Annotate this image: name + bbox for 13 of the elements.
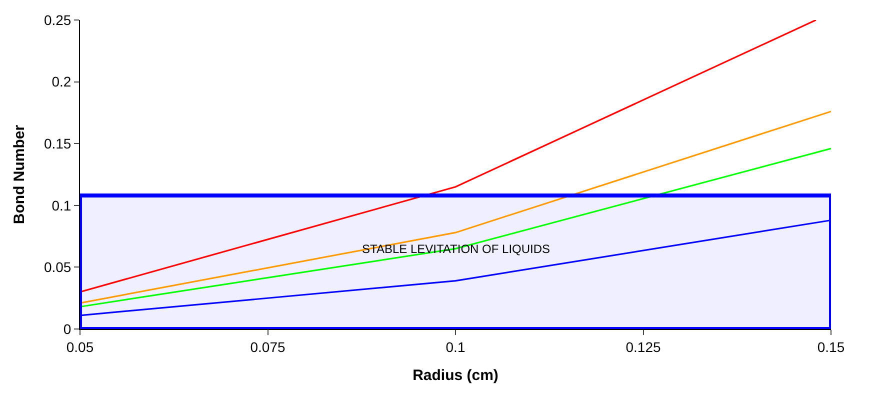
x-tick-label: 0.125 xyxy=(626,338,661,355)
y-tick-label: 0.1 xyxy=(52,197,72,214)
y-tick-label: 0 xyxy=(63,320,72,337)
x-tick-label: 0.15 xyxy=(817,338,845,355)
y-tick-label: 0.25 xyxy=(44,12,72,28)
y-axis-title: Bond Number xyxy=(11,124,28,224)
y-tick-label: 0.05 xyxy=(44,259,72,276)
x-tick-label: 0.1 xyxy=(446,338,466,355)
x-tick-label: 0.075 xyxy=(250,338,286,355)
x-axis-title: Radius (cm) xyxy=(412,366,498,384)
x-tick-label: 0.05 xyxy=(66,338,94,355)
y-tick-label: 0.2 xyxy=(52,74,72,90)
y-tick-label: 0.15 xyxy=(44,136,72,152)
